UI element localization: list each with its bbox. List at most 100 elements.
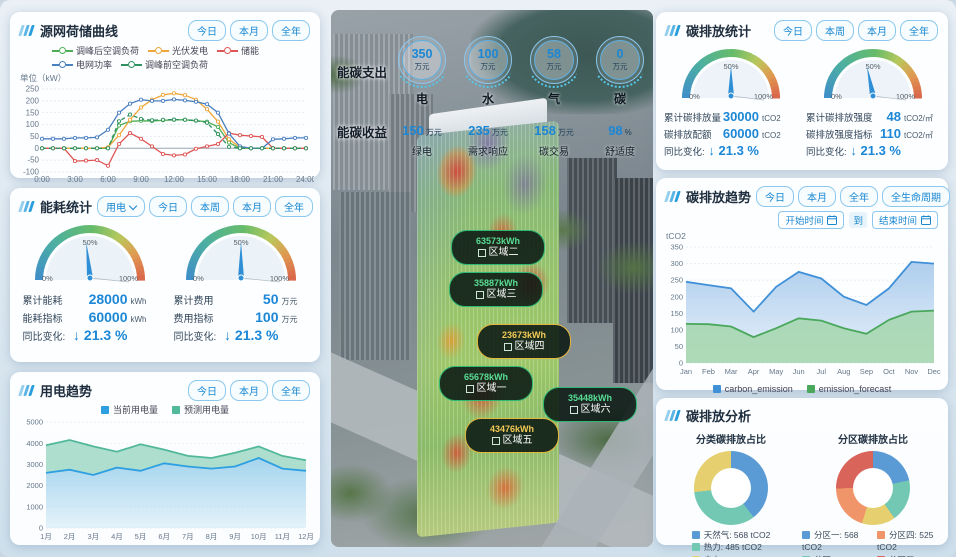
time-filter-button[interactable]: 全年 <box>272 20 310 41</box>
time-filter-button[interactable]: 今日 <box>756 186 795 207</box>
stat-label: 累计能耗 <box>22 296 63 307</box>
stat-value: ↓ 21.3 % <box>224 327 279 343</box>
end-date-placeholder: 结束时间 <box>878 216 917 227</box>
date-to-label: 到 <box>849 212 867 228</box>
zone-label[interactable]: 43476kWh 区域五 <box>465 418 559 453</box>
svg-text:3:00: 3:00 <box>67 175 83 184</box>
time-filter-button[interactable]: 本月 <box>798 186 837 207</box>
zone-label[interactable]: 65678kWh 区域一 <box>439 366 533 401</box>
time-filter-button[interactable]: 全生命周期 <box>882 186 951 207</box>
stat-row: 碳排放强度指标 110 tCO2/㎡ <box>802 126 944 141</box>
stat-value: 110 <box>880 126 901 141</box>
time-filter-button[interactable]: 本周 <box>191 196 230 217</box>
energy-gauge-group: 0% 50% 100% 累计能耗 28000 kWh 能耗指标 60000 kWh 同比变化: ↓… <box>19 221 161 343</box>
svg-text:15:00: 15:00 <box>197 175 218 184</box>
zone-energy-value: 65678kWh <box>463 371 509 382</box>
expense-category: 气 <box>547 92 560 106</box>
zone-icon <box>569 406 578 415</box>
time-filter-button[interactable]: 今日 <box>188 380 226 401</box>
svg-text:8月: 8月 <box>206 532 218 541</box>
zone-label[interactable]: 63573kWh 区域二 <box>451 230 545 265</box>
panel-electricity-trend: 用电趋势 今日 本月 全年 当前用电量 预测用电量 0 1000 2000 3000 4000… <box>10 372 320 545</box>
cost-stat-rows: 累计费用 50 万元 费用指标 100 万元 同比变化: ↓ 21.3 % <box>170 291 312 343</box>
svg-text:Oct: Oct <box>883 367 896 376</box>
meter-type-dropdown[interactable]: 用电 <box>97 196 146 217</box>
time-filter-group: 今日 本周 本月 全年 <box>774 20 938 41</box>
stat-label: 能耗指标 <box>22 314 63 325</box>
svg-text:250: 250 <box>26 85 40 94</box>
svg-text:0: 0 <box>679 359 683 368</box>
svg-text:1月: 1月 <box>40 532 52 541</box>
svg-text:3月: 3月 <box>87 532 99 541</box>
panel-carbon-trend: 碳排放趋势 今日 本月 全年 全生命周期 开始时间 到 结束时间 <box>656 178 951 394</box>
city-aerial-photo: 能碳支出 350 万元电 100 万元水 58 万元气 0 万元碳 能碳收益 150 万元 绿电 2… <box>331 10 653 547</box>
stat-label: 累计费用 <box>173 296 214 307</box>
filter-group: 用电 今日 本周 本月 全年 <box>97 196 314 217</box>
source-grid-chart: -100 -50 0 50 100 150 200 250 0:00 3:00 6:00 9:00 12… <box>14 84 317 189</box>
stat-value: 60000 <box>722 126 759 141</box>
time-filter-button[interactable]: 本月 <box>230 20 268 41</box>
svg-text:4月: 4月 <box>111 532 123 541</box>
expense-ring: 58 万元 <box>530 36 578 84</box>
legend-item: 当前用电量 <box>100 403 158 416</box>
zone-label[interactable]: 35887kWh 区域三 <box>449 272 543 307</box>
zone-label[interactable]: 35448kWh 区域六 <box>543 387 637 422</box>
end-date-input[interactable]: 结束时间 <box>871 211 938 229</box>
expense-label: 能碳支出 <box>337 66 388 80</box>
zone-name: 区域六 <box>569 404 611 417</box>
expense-items: 350 万元电 100 万元水 58 万元气 0 万元碳 <box>389 36 653 107</box>
time-filter-button[interactable]: 全年 <box>272 380 310 401</box>
legend-item: 储能 <box>217 44 259 57</box>
svg-text:12月: 12月 <box>298 532 314 541</box>
time-filter-button[interactable]: 本周 <box>816 20 854 41</box>
svg-text:4000: 4000 <box>26 439 43 448</box>
income-unit: 万元 <box>557 128 574 137</box>
svg-text:7月: 7月 <box>182 532 194 541</box>
time-filter-button[interactable]: 本月 <box>233 196 272 217</box>
income-label: 需求响应 <box>468 147 508 158</box>
svg-text:200: 200 <box>670 292 683 301</box>
income-item: 98% 舒适度 <box>587 122 653 158</box>
svg-text:100%: 100% <box>118 274 138 283</box>
time-filter-button[interactable]: 全年 <box>275 196 314 217</box>
svg-text:11月: 11月 <box>275 532 290 541</box>
donut-hole <box>711 468 751 508</box>
panel-header: 源网荷储曲线 今日 本月 全年 <box>10 12 320 41</box>
svg-text:3000: 3000 <box>26 460 43 469</box>
time-filter-button[interactable]: 本月 <box>858 20 896 41</box>
expense-category: 电 <box>415 92 428 106</box>
svg-text:250: 250 <box>670 276 683 285</box>
zone-label[interactable]: 23673kWh 区域四 <box>477 324 571 359</box>
time-filter-button[interactable]: 全年 <box>900 20 938 41</box>
income-value: 158 <box>534 123 556 138</box>
svg-text:100: 100 <box>670 326 683 335</box>
start-date-input[interactable]: 开始时间 <box>778 211 845 229</box>
svg-text:1000: 1000 <box>26 502 43 511</box>
time-filter-button[interactable]: 本月 <box>230 380 268 401</box>
expense-value: 100 <box>477 46 499 61</box>
svg-text:9月: 9月 <box>229 532 241 541</box>
stat-unit: tCO2/㎡ <box>904 114 933 123</box>
zone-icon <box>491 437 500 446</box>
date-range-row: 开始时间 到 结束时间 <box>656 207 948 229</box>
time-filter-button[interactable]: 今日 <box>774 20 812 41</box>
stat-value: 50 <box>262 291 279 307</box>
time-filter-button[interactable]: 今日 <box>188 20 226 41</box>
time-filter-button[interactable]: 全年 <box>840 186 879 207</box>
expense-ring: 350 万元 <box>398 36 446 84</box>
stat-row: 同比变化: ↓ 21.3 % <box>802 143 944 158</box>
chart-legend: 调峰后空调负荷 光伏发电 储能 电网功率 调峰前空调负荷 <box>52 44 312 71</box>
expense-item: 100 万元水 <box>455 36 521 107</box>
svg-text:50%: 50% <box>233 238 248 247</box>
panel-header: 碳排放统计 今日 本周 本月 全年 <box>656 12 948 41</box>
time-filter-button[interactable]: 今日 <box>149 196 188 217</box>
svg-text:0%: 0% <box>831 92 842 101</box>
stat-value: 60000 <box>88 309 128 325</box>
svg-text:5月: 5月 <box>135 532 147 541</box>
svg-text:Apr: Apr <box>748 367 760 376</box>
panel-title: 源网荷储曲线 <box>40 24 119 39</box>
svg-text:50%: 50% <box>865 62 880 71</box>
